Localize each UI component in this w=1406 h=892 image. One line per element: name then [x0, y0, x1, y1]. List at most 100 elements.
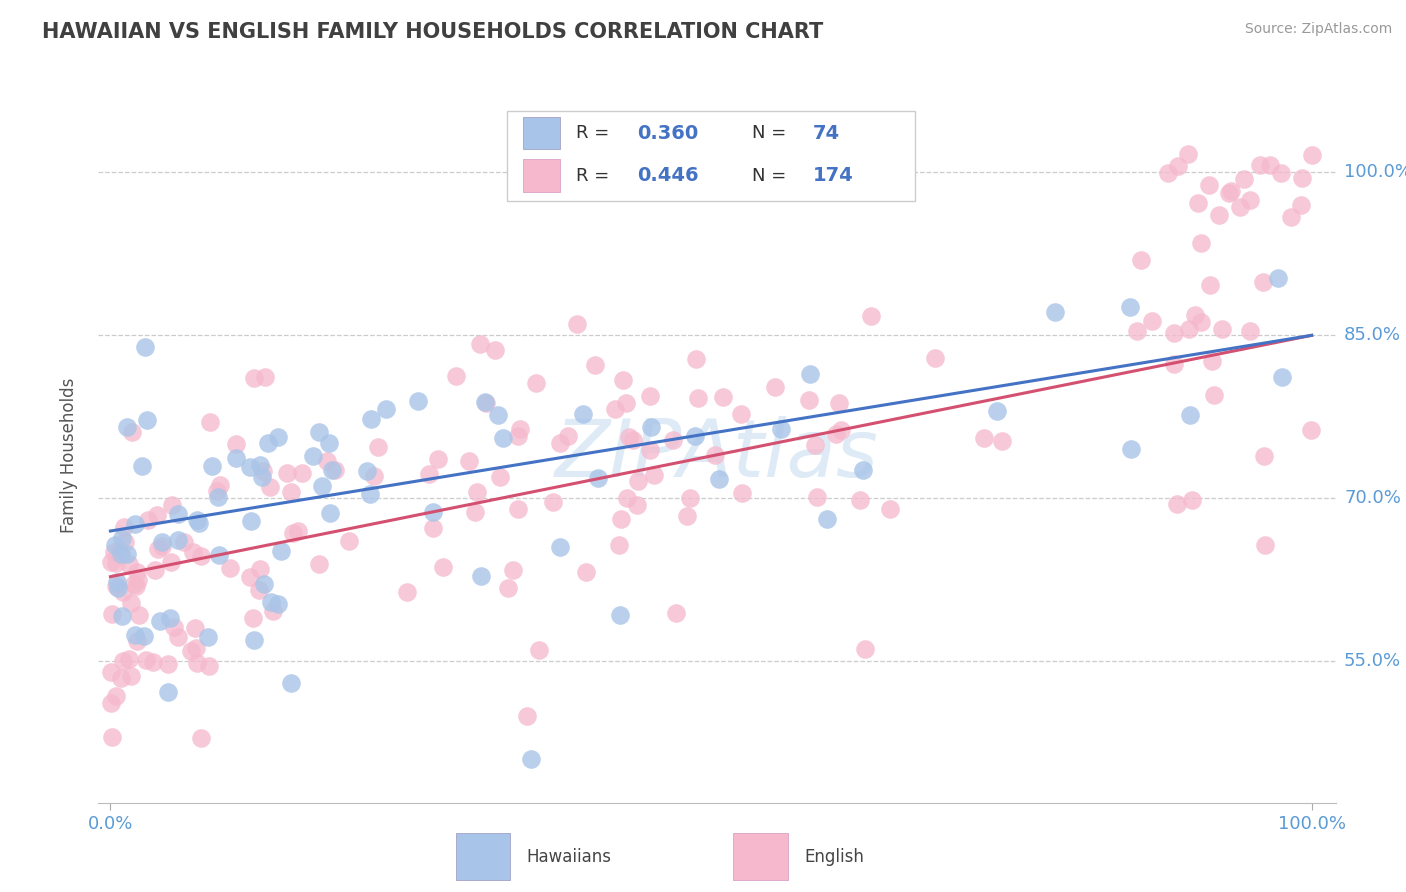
Point [111, 585, 134, 599]
Point [1178, 321, 1201, 335]
Point [142, 655, 165, 669]
Point [565, 317, 588, 331]
Point [583, 358, 606, 372]
Point [1126, 325, 1149, 339]
Point [186, 640, 208, 655]
Point [1267, 271, 1289, 285]
Point [638, 442, 661, 457]
Point [1166, 497, 1188, 511]
Point [396, 585, 419, 599]
Point [276, 466, 298, 480]
Point [131, 458, 153, 473]
Point [117, 652, 139, 666]
Point [287, 524, 309, 538]
Point [1253, 275, 1275, 289]
Point [458, 454, 481, 468]
Point [626, 498, 648, 512]
Point [617, 429, 640, 443]
Point [208, 477, 231, 491]
Point [1233, 172, 1256, 186]
Point [662, 434, 685, 448]
Point [1204, 387, 1226, 401]
Point [111, 654, 134, 668]
Point [683, 429, 706, 443]
Point [520, 752, 543, 766]
Point [464, 506, 486, 520]
Point [830, 423, 852, 437]
Point [325, 463, 347, 477]
Point [508, 502, 530, 516]
Text: HAWAIIAN VS ENGLISH FAMILY HOUSEHOLDS CORRELATION CHART: HAWAIIAN VS ENGLISH FAMILY HOUSEHOLDS CO… [42, 22, 824, 42]
Point [103, 545, 125, 559]
Point [1218, 186, 1240, 201]
Point [291, 466, 314, 480]
Point [100, 665, 122, 679]
Point [1045, 304, 1067, 318]
Point [603, 402, 626, 417]
Point [149, 614, 172, 628]
Point [104, 556, 127, 570]
Point [1187, 196, 1209, 211]
Point [270, 544, 292, 558]
Point [626, 474, 648, 488]
Text: 55.0%: 55.0% [1344, 652, 1402, 671]
Point [308, 557, 330, 571]
Point [548, 435, 571, 450]
Point [249, 458, 271, 473]
Point [260, 594, 283, 608]
Point [828, 395, 851, 409]
Point [262, 604, 284, 618]
Point [150, 540, 173, 554]
Point [465, 484, 488, 499]
Point [105, 574, 128, 589]
Point [640, 420, 662, 434]
Point [769, 421, 792, 435]
Point [609, 538, 631, 552]
Point [198, 659, 221, 673]
Point [208, 548, 231, 562]
Point [136, 413, 159, 427]
Point [991, 434, 1014, 449]
Point [638, 389, 661, 403]
Point [488, 470, 510, 484]
Point [259, 480, 281, 494]
Point [860, 309, 883, 323]
Point [156, 685, 179, 699]
Point [166, 630, 188, 644]
Point [105, 689, 128, 703]
Point [731, 486, 754, 500]
Point [159, 611, 181, 625]
Point [120, 669, 142, 683]
Point [200, 415, 222, 429]
Point [1181, 493, 1204, 508]
Point [239, 570, 262, 584]
Point [1191, 315, 1213, 329]
Point [121, 596, 143, 610]
Point [610, 512, 633, 526]
Point [239, 514, 262, 528]
Point [207, 490, 229, 504]
Point [252, 464, 274, 478]
Point [136, 513, 159, 527]
Point [163, 619, 186, 633]
Text: 85.0%: 85.0% [1344, 326, 1400, 344]
Point [180, 644, 202, 658]
Point [612, 373, 634, 387]
Point [730, 407, 752, 421]
Point [1260, 159, 1282, 173]
Point [127, 565, 149, 579]
Point [280, 485, 302, 500]
Point [574, 565, 596, 579]
Point [249, 583, 271, 598]
Point [205, 483, 228, 498]
Point [444, 368, 467, 383]
Point [111, 608, 134, 623]
Point [188, 516, 211, 530]
Point [124, 577, 146, 591]
Point [100, 696, 122, 710]
Point [686, 391, 709, 405]
Point [588, 471, 610, 485]
Point [156, 657, 179, 672]
Y-axis label: Family Households: Family Households [59, 377, 77, 533]
Point [159, 555, 181, 569]
